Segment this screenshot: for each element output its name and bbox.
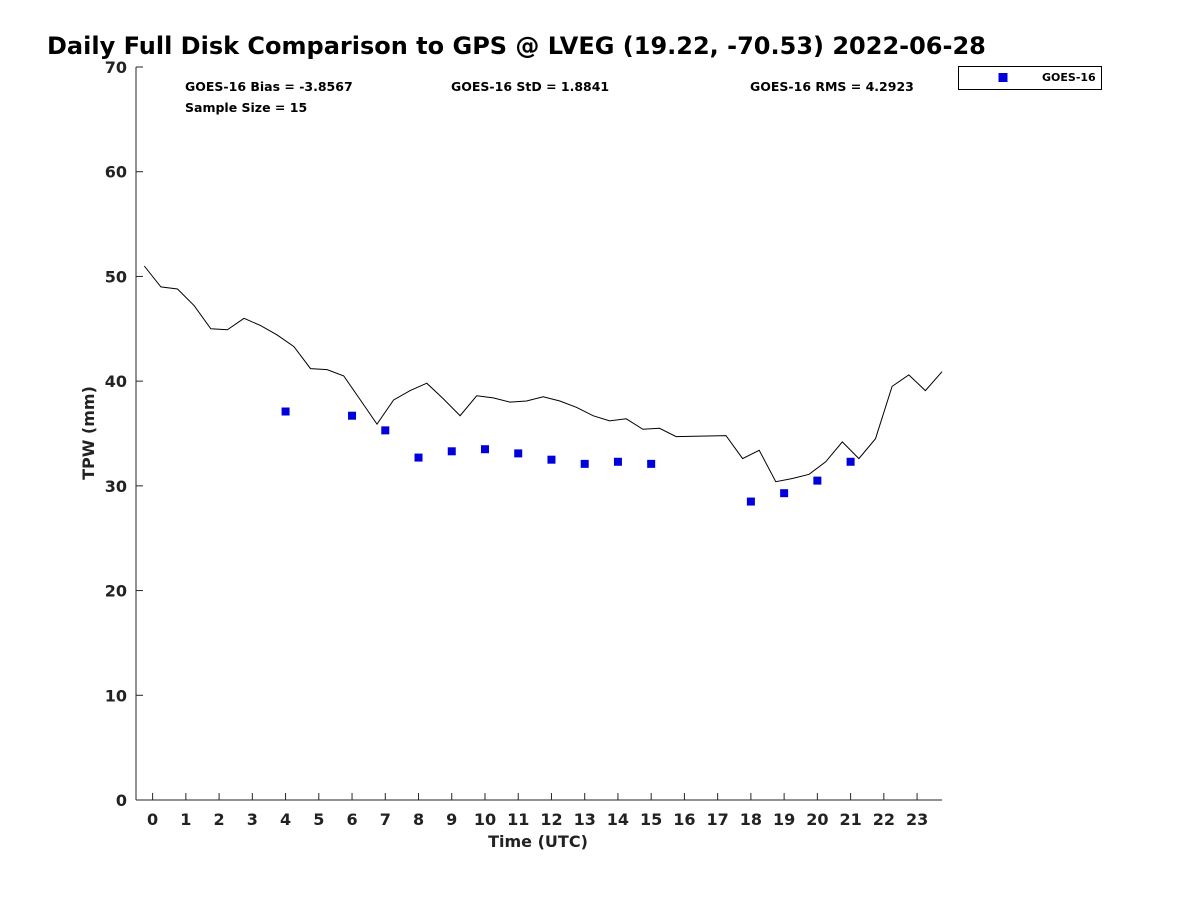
y-tick-label: 70 [105,58,127,77]
stat-sample-size: Sample Size = 15 [185,100,307,115]
x-tick-label: 10 [474,810,496,829]
x-tick-label: 8 [413,810,424,829]
chart-title: Daily Full Disk Comparison to GPS @ LVEG… [47,32,986,60]
x-tick-label: 3 [247,810,258,829]
y-tick-label: 10 [105,686,127,705]
y-tick-label: 60 [105,163,127,182]
goes-16-point [381,426,390,435]
goes-16-point [780,489,789,498]
series-layer [143,265,943,506]
stat-std: GOES-16 StD = 1.8841 [451,79,609,94]
x-tick-label: 18 [740,810,762,829]
goes-16-point [514,449,523,458]
legend-label-goes-16: GOES-16 [1042,71,1096,84]
goes-16-point [580,459,589,468]
goes-16-point [480,445,489,454]
goes-16-point [647,459,656,468]
legend: GOES-16 [958,66,1102,90]
x-tick-label: 17 [707,810,729,829]
x-tick-label: 0 [147,810,158,829]
x-tick-label: 7 [380,810,391,829]
x-tick-label: 13 [574,810,596,829]
goes-16-point [281,407,290,416]
y-axis-label: TPW (mm) [79,386,98,480]
goes-16-point [846,457,855,466]
x-tick-label: 11 [507,810,529,829]
x-tick-label: 9 [446,810,457,829]
x-tick-label: 16 [673,810,695,829]
x-tick-label: 5 [313,810,324,829]
goes-16-point [547,455,556,464]
y-tick-label: 0 [116,791,127,810]
x-tick-label: 4 [280,810,291,829]
x-ticks: 0 1 2 3 4 5 6 7 8 9 10 11 12 13 14 15 16 17 18 19 20 21 22 23 [147,793,928,829]
y-ticks: 0 10 20 30 40 50 60 70 [105,58,143,810]
reference-line [143,265,943,483]
stat-rms: GOES-16 RMS = 4.2923 [750,79,914,94]
legend-box [958,66,1102,90]
x-tick-label: 20 [806,810,828,829]
x-tick-label: 2 [214,810,225,829]
stat-bias: GOES-16 Bias = -3.8567 [185,79,353,94]
goes-16-point [613,457,622,466]
y-tick-label: 50 [105,267,127,286]
goes-16-point [447,447,456,456]
x-tick-label: 21 [839,810,861,829]
x-tick-label: 19 [773,810,795,829]
y-tick-label: 20 [105,582,127,601]
goes-16-point [813,476,822,485]
goes-16-point [348,411,357,420]
goes-16-point [414,453,423,462]
legend-marker-goes-16 [998,73,1008,82]
x-tick-label: 22 [873,810,895,829]
x-axis-label: Time (UTC) [488,832,588,851]
x-tick-label: 6 [346,810,357,829]
goes-16-point [746,497,755,506]
y-tick-label: 30 [105,477,127,496]
x-tick-label: 1 [180,810,191,829]
x-tick-label: 12 [540,810,562,829]
x-tick-label: 15 [640,810,662,829]
x-tick-label: 14 [607,810,629,829]
x-tick-label: 23 [906,810,928,829]
y-tick-label: 40 [105,372,127,391]
